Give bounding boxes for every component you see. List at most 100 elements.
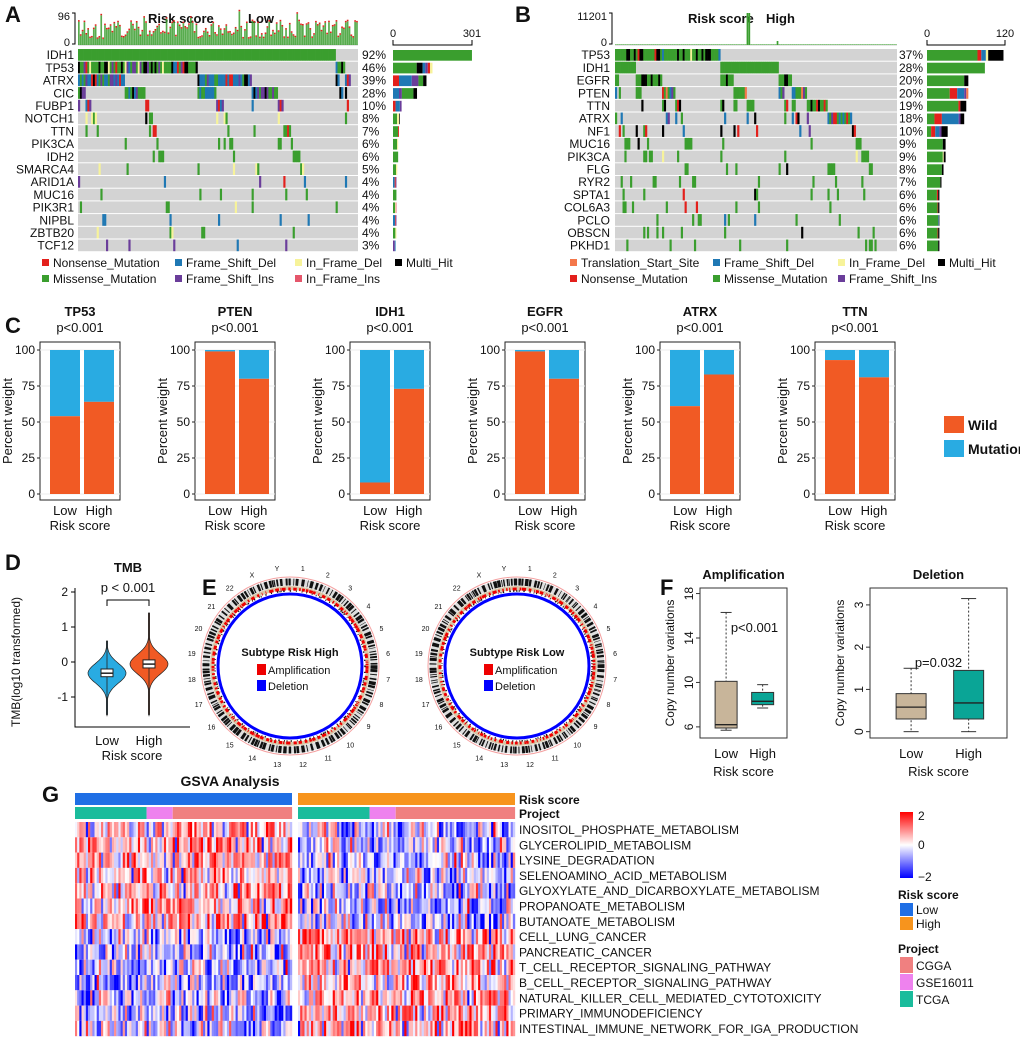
mutation-cell — [236, 49, 239, 61]
mutation-cell — [178, 49, 181, 61]
tmb-bar — [615, 44, 617, 45]
tmb-bar — [203, 32, 205, 45]
heatmap-cell — [140, 959, 143, 975]
mutation-cell — [91, 61, 94, 74]
heatmap-cell — [352, 852, 355, 868]
mutation-cell — [786, 163, 789, 175]
mutation-bar-segment — [399, 88, 402, 99]
heatmap-cell — [402, 852, 405, 868]
heatmap-cell — [183, 852, 186, 868]
mutation-bar-segment — [985, 50, 989, 61]
heatmap-cell — [272, 913, 275, 930]
mutation-cell — [810, 99, 813, 112]
tmb-bar — [618, 44, 621, 45]
heatmap-cell — [315, 822, 318, 838]
tmb-bar — [147, 35, 149, 45]
heatmap-cell — [270, 959, 273, 975]
heatmap-cell — [501, 898, 505, 914]
heatmap-cell — [363, 883, 366, 899]
mutation-bar-segment — [396, 164, 398, 175]
tmb-bar — [703, 44, 706, 45]
mutation-cell — [229, 137, 232, 150]
tmb-bar-top — [212, 21, 215, 24]
heatmap-cell — [460, 944, 464, 960]
tmb-bar — [324, 22, 327, 45]
heatmap-cell — [363, 867, 366, 884]
heatmap-cell — [404, 822, 407, 838]
heatmap-cell — [96, 990, 100, 1006]
mutation-cell — [287, 125, 290, 137]
heatmap-cell — [430, 959, 433, 975]
heatmap-cell — [462, 1005, 466, 1021]
mutation-cell — [731, 74, 734, 87]
chromosome-label: 19 — [415, 651, 423, 658]
heatmap-cell — [501, 1005, 505, 1021]
tmb-bar-top — [208, 35, 211, 37]
heatmap-cell — [166, 975, 169, 991]
heatmap-cell — [150, 1005, 154, 1021]
heatmap-cell — [131, 1020, 134, 1037]
heatmap-cell — [471, 929, 474, 945]
legend-swatch — [295, 259, 302, 266]
heatmap-cell — [144, 867, 147, 884]
heatmap-cell — [406, 913, 409, 930]
x-axis-label: Risk score — [102, 748, 163, 763]
tmb-bar — [212, 23, 215, 45]
heatmap-cell — [458, 1005, 461, 1021]
heatmap-cell — [192, 883, 195, 899]
mutation-cell — [667, 49, 670, 61]
heatmap-cell — [222, 959, 225, 975]
heatmap-cell — [339, 975, 342, 991]
tmb-bar — [816, 44, 818, 45]
mutation-cell — [218, 99, 221, 112]
y-tick-label: 50 — [22, 415, 36, 429]
heatmap-cell — [506, 898, 509, 914]
heatmap-cell — [220, 837, 223, 853]
mutation-cell — [212, 49, 215, 61]
tmb-bar-top — [119, 24, 121, 27]
heatmap-cell — [265, 898, 269, 914]
heatmap-cell — [321, 837, 325, 853]
heatmap-cell — [324, 1005, 327, 1021]
heatmap-cell — [332, 852, 336, 868]
y-tick-label: 100 — [480, 343, 500, 357]
heatmap-cell — [434, 959, 438, 975]
heatmap-cell — [278, 959, 282, 975]
heatmap-cell — [504, 837, 507, 853]
heatmap-cell — [85, 959, 89, 975]
heatmap-cell — [488, 990, 492, 1006]
heatmap-cell — [443, 959, 446, 975]
gene-percent: 4% — [362, 188, 380, 202]
x-tick-label: Low — [518, 503, 542, 518]
y-tick-label: 100 — [15, 343, 35, 357]
heatmap-cell — [216, 944, 219, 960]
heatmap-cell — [129, 975, 132, 991]
heatmap-row-label: PRIMARY_IMMUNODEFICIENCY — [519, 1007, 703, 1021]
heatmap-cell — [467, 822, 470, 838]
heatmap-cell — [421, 929, 425, 945]
heatmap-cell — [443, 1005, 446, 1021]
heatmap-cell — [382, 1005, 385, 1021]
heatmap-cell — [352, 959, 355, 975]
mutation-cell — [772, 61, 776, 74]
heatmap-cell — [386, 1005, 390, 1021]
gene-percent: 6% — [362, 150, 380, 164]
heatmap-cell — [96, 913, 100, 930]
mutation-bar — [360, 350, 390, 483]
heatmap-cell — [252, 1005, 256, 1021]
heatmap-cell — [168, 1020, 171, 1037]
heatmap-cell — [226, 913, 230, 930]
heatmap-cell — [430, 822, 433, 838]
heatmap-cell — [417, 959, 420, 975]
y-axis-label: Percent weight — [310, 378, 325, 464]
heatmap-cell — [176, 1020, 180, 1037]
heatmap-cell — [315, 867, 318, 884]
heatmap-cell — [127, 867, 130, 884]
heatmap-cell — [315, 944, 318, 960]
mutation-bar — [859, 350, 889, 378]
mutation-cell — [761, 61, 764, 74]
gene-label: IDH1 — [47, 48, 75, 62]
tmb-bar — [257, 23, 259, 45]
heatmap-cell — [94, 944, 97, 960]
heatmap-cell — [96, 1020, 100, 1037]
